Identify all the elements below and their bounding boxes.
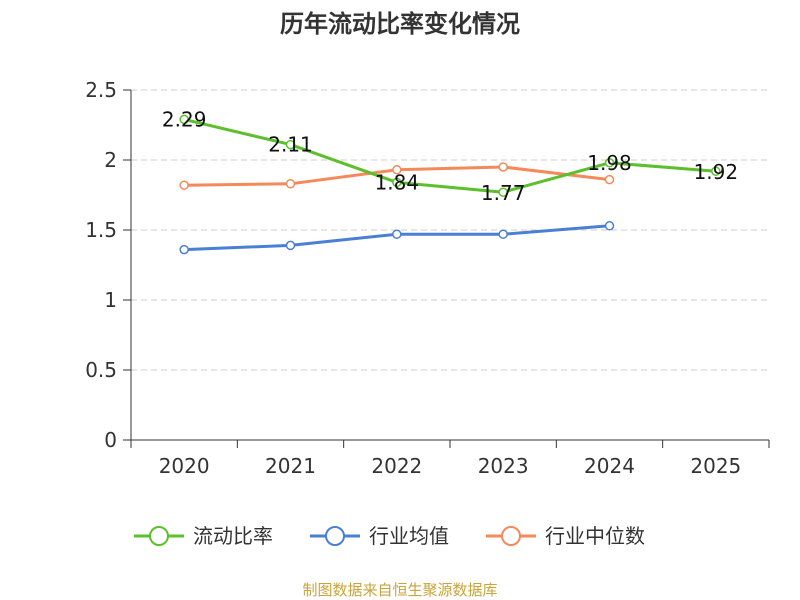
point-s1-2020[interactable] xyxy=(179,244,189,255)
data-label-2021: 2.11 xyxy=(268,133,313,157)
grid-lines xyxy=(131,89,769,371)
y-tick-label-2: 1 xyxy=(104,288,117,312)
legend-item-0[interactable]: 流动比率 xyxy=(134,524,273,548)
point-s1-2022[interactable] xyxy=(392,229,402,239)
chart-title: 历年流动比率变化情况 xyxy=(280,10,520,38)
y-tick-label-4: 2 xyxy=(104,148,117,172)
series-lines xyxy=(179,114,721,255)
legend-item-1[interactable]: 行业均值 xyxy=(310,524,449,548)
x-tick-label-2021: 2021 xyxy=(265,454,316,478)
data-label-2022: 1.84 xyxy=(375,170,420,194)
legend-swatch-marker-0 xyxy=(149,526,169,546)
data-label-2025: 1.92 xyxy=(694,160,739,184)
series-line-0 xyxy=(182,117,718,194)
point-s2-2023[interactable] xyxy=(498,162,508,172)
point-s2-2020[interactable] xyxy=(179,180,189,190)
point-s0-2023[interactable] xyxy=(498,187,508,197)
data-label-2023: 1.77 xyxy=(481,181,526,205)
point-s0-2025[interactable] xyxy=(711,166,721,176)
point-s0-2021[interactable] xyxy=(285,139,296,150)
point-s2-2022[interactable] xyxy=(392,165,402,175)
point-s0-2024[interactable] xyxy=(604,158,615,168)
legend[interactable]: 流动比率 行业均值 行业中位数 xyxy=(134,524,645,548)
point-s0-2020[interactable] xyxy=(179,114,189,125)
point-s1-2021[interactable] xyxy=(285,240,296,251)
legend-label-2: 行业中位数 xyxy=(545,524,645,548)
x-tick-label-2024: 2024 xyxy=(584,454,635,478)
point-s0-2022[interactable] xyxy=(392,177,402,188)
point-s1-2024[interactable] xyxy=(604,221,615,231)
data-labels: 2.29 2.11 1.84 1.77 1.98 1.92 xyxy=(162,107,738,205)
legend-swatch-marker-1 xyxy=(325,526,345,546)
point-s2-2024[interactable] xyxy=(604,174,615,185)
point-s1-2023[interactable] xyxy=(498,229,508,239)
legend-item-2[interactable]: 行业中位数 xyxy=(486,524,645,548)
legend-label-0: 流动比率 xyxy=(193,524,273,548)
x-tick-label-2023: 2023 xyxy=(478,454,529,478)
legend-swatch-marker-2 xyxy=(501,526,521,546)
legend-label-1: 行业均值 xyxy=(369,524,449,548)
point-s2-2021[interactable] xyxy=(285,179,296,189)
data-label-2024: 1.98 xyxy=(587,151,632,175)
x-tick-label-2025: 2025 xyxy=(690,454,741,478)
x-tick-label-2022: 2022 xyxy=(371,454,422,478)
source-note: 制图数据来自恒生聚源数据库 xyxy=(302,581,497,599)
axes: 0 0.5 1 1.5 2 2.5 2020 2021 2022 2023 2024 2025 xyxy=(85,78,770,478)
x-tick-label-2020: 2020 xyxy=(159,454,210,478)
y-tick-label-3: 1.5 xyxy=(85,218,117,242)
y-tick-label-0: 0 xyxy=(104,428,117,452)
data-label-2020: 2.29 xyxy=(162,107,207,131)
y-tick-label-5: 2.5 xyxy=(85,78,117,102)
y-tick-label-1: 0.5 xyxy=(85,358,117,382)
